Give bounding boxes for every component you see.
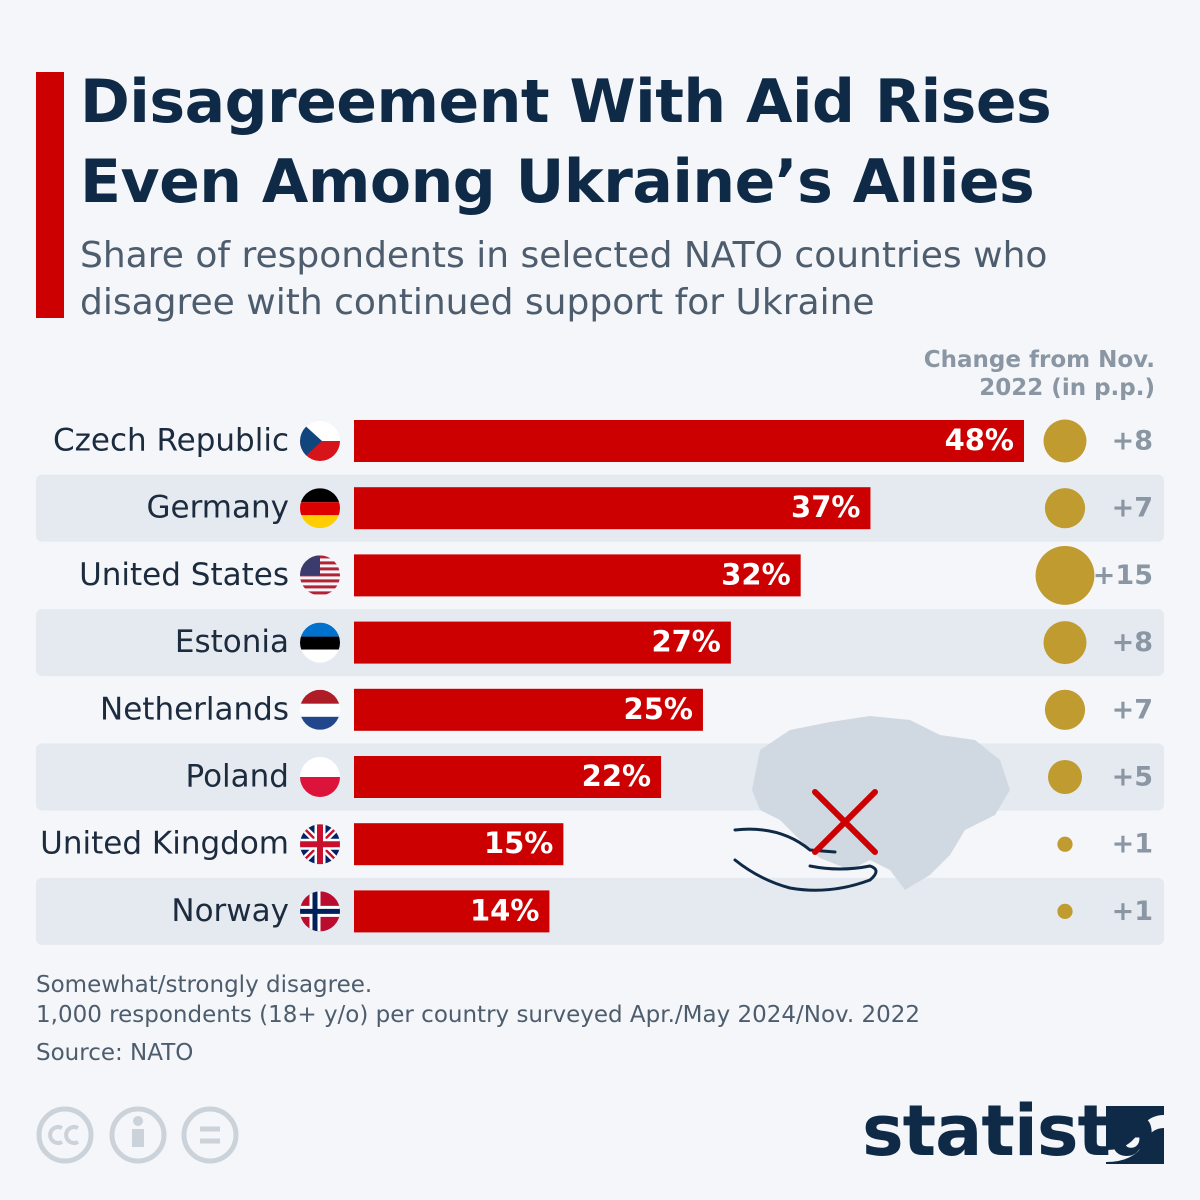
bar — [354, 823, 564, 866]
value-label: 22% — [582, 759, 651, 793]
flag-part — [300, 421, 322, 461]
flag-part — [300, 579, 340, 583]
flag — [300, 488, 340, 529]
flag-part — [300, 777, 340, 797]
value-label: 48% — [945, 423, 1014, 457]
subtitle: Share of respondents in selected NATO co… — [80, 235, 1048, 323]
bar — [354, 420, 1024, 462]
ukraine-map — [752, 716, 1010, 890]
value-label: 32% — [721, 557, 790, 591]
flag — [300, 555, 340, 595]
change-bubble — [1043, 419, 1087, 463]
change-label: +8 — [1112, 627, 1153, 658]
flag-part — [300, 591, 340, 595]
change-bubble — [1035, 545, 1095, 605]
change-label: +7 — [1112, 694, 1153, 725]
change-bubble — [1044, 488, 1086, 529]
bar — [354, 621, 731, 664]
flag-part — [300, 488, 340, 503]
change-label: +1 — [1112, 896, 1153, 927]
value-label: 15% — [484, 826, 553, 860]
change-label: +1 — [1112, 829, 1153, 860]
brand: statista — [862, 1090, 1157, 1172]
flag-part — [300, 689, 340, 704]
flag-part — [300, 555, 320, 576]
flag-part — [300, 703, 340, 717]
category-label: United Kingdom — [40, 826, 289, 862]
category-label: Poland — [186, 759, 290, 795]
change-header: Change from Nov. 2022 (in p.p.) — [923, 347, 1155, 401]
category-label: Germany — [147, 490, 289, 526]
flag-part — [300, 757, 340, 777]
flag-part — [300, 891, 340, 932]
value-label: 27% — [651, 625, 720, 659]
illustration — [733, 716, 1010, 892]
source: Source: NATO — [36, 1040, 194, 1066]
change-bubble — [1048, 760, 1082, 794]
flag — [300, 622, 340, 663]
note: Somewhat/strongly disagree. — [36, 972, 373, 998]
bar — [354, 756, 662, 798]
flag-part — [300, 716, 340, 730]
value-label: 25% — [624, 692, 693, 726]
flag-part — [300, 622, 340, 637]
note: 1,000 respondents (18+ y/o) per country … — [36, 1002, 921, 1028]
category-label: Netherlands — [100, 691, 289, 727]
title: Disagreement With Aid Rises Even Among U… — [80, 67, 1052, 217]
change-bubble — [1044, 689, 1086, 730]
flag-part — [300, 585, 340, 589]
flag — [300, 891, 340, 932]
flag — [300, 421, 340, 461]
flag-part — [300, 649, 340, 663]
change-bubble — [1043, 621, 1087, 665]
change-label: +5 — [1112, 762, 1153, 793]
flag — [300, 757, 340, 797]
brand-icon — [1106, 1106, 1164, 1164]
flag-part — [300, 636, 340, 650]
bar — [354, 688, 703, 731]
value-label: 14% — [470, 893, 539, 927]
flag — [300, 824, 340, 865]
change-bubble — [1057, 836, 1073, 852]
license-icons — [36, 1106, 239, 1164]
category-label: Norway — [171, 893, 289, 929]
bar — [354, 554, 801, 597]
flag-part — [300, 515, 340, 529]
category-label: Czech Republic — [53, 423, 289, 459]
value-label: 37% — [791, 490, 860, 524]
category-label: United States — [79, 557, 289, 593]
change-label: +8 — [1112, 426, 1153, 457]
flag-part — [300, 824, 340, 865]
hand-icon — [733, 827, 878, 892]
flag-part — [300, 502, 340, 516]
accent-bar — [36, 72, 64, 318]
change-label: +15 — [1093, 560, 1153, 591]
cross-icon — [812, 789, 878, 855]
change-bubble — [1057, 903, 1073, 920]
change-label: +7 — [1112, 493, 1153, 524]
flag — [300, 689, 340, 730]
category-label: Estonia — [175, 624, 289, 660]
bar — [354, 890, 550, 933]
bar — [354, 487, 871, 530]
